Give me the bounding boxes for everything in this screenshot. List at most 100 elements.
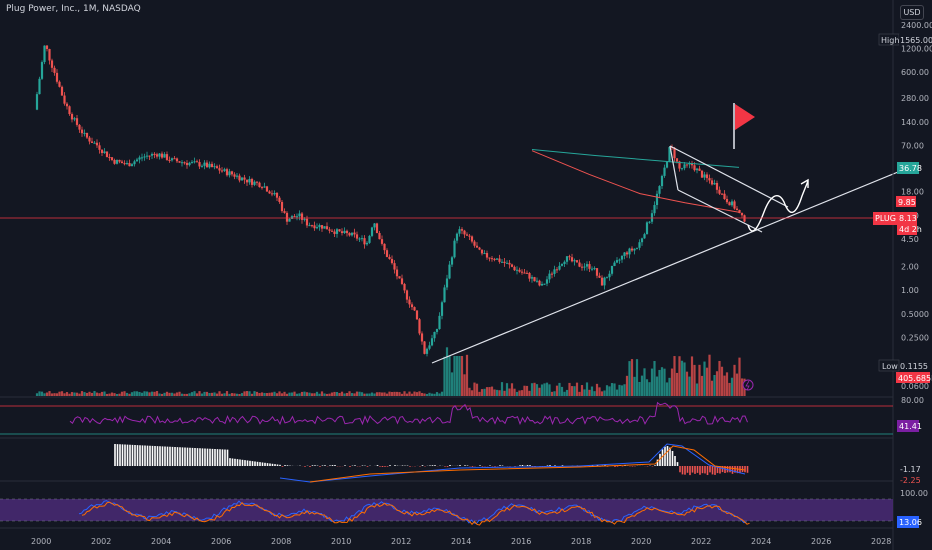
projection-arrow-path[interactable] <box>747 180 809 232</box>
volume-bar <box>675 372 679 396</box>
macd-hist-bar <box>689 466 691 476</box>
volume-bar <box>383 392 386 396</box>
candle-body <box>290 216 294 219</box>
volume-bar <box>343 393 346 396</box>
candle-body <box>410 304 414 308</box>
candle-body <box>43 45 46 63</box>
volume-bar <box>288 392 291 396</box>
volume-bar <box>630 359 634 396</box>
candle-body <box>420 333 424 342</box>
candle-body <box>568 256 571 258</box>
volume-bar <box>645 379 649 396</box>
macd-hist-bar <box>561 465 564 466</box>
time-tick-label: 2028 <box>871 537 891 546</box>
channel-bottom-line[interactable] <box>677 189 763 233</box>
candle-body <box>530 277 534 279</box>
volume-bar <box>255 391 259 396</box>
candle-body <box>123 163 126 165</box>
volume-bar <box>215 393 219 396</box>
macd-hist-bar <box>181 447 184 466</box>
candle-body <box>618 259 621 261</box>
trendline-support[interactable] <box>431 171 899 364</box>
lightning-icon[interactable] <box>742 379 754 391</box>
candle-body <box>723 193 726 200</box>
volume-bar <box>123 391 126 396</box>
sub-value: 9.85 <box>898 198 916 207</box>
flag-icon[interactable] <box>735 104 755 130</box>
macd-hist-bar <box>481 466 484 467</box>
candle-body <box>288 218 291 222</box>
macd-signal-line <box>309 445 746 483</box>
macd-panel[interactable] <box>114 443 749 483</box>
candle-body <box>590 268 594 270</box>
candle-body <box>213 166 216 168</box>
candle-body <box>698 168 701 171</box>
macd-hist-bar <box>166 446 169 466</box>
candle-body <box>275 192 279 198</box>
volume-bar <box>115 393 119 396</box>
volume-bar <box>148 392 151 396</box>
macd-hist-bar <box>284 465 286 466</box>
volume-bar <box>213 392 216 396</box>
volume-bar <box>730 377 734 396</box>
volume-bar <box>273 391 276 396</box>
macd-hist-bar <box>614 466 616 467</box>
volume-bar <box>525 385 529 396</box>
macd-hist-bar <box>549 465 551 466</box>
currency-button[interactable]: USD <box>900 5 924 20</box>
macd-hist-bar <box>254 461 256 466</box>
volume-bar <box>315 391 319 396</box>
candle-body <box>75 118 79 125</box>
volume-bar <box>428 392 431 396</box>
time-axis[interactable]: 2000 2002 2004 2006 2008 2010 2012 2014 2016 2018… <box>31 537 891 546</box>
drawing-tools[interactable] <box>0 103 899 364</box>
low-value: 0.1155 <box>900 362 928 371</box>
volume-bar <box>113 393 116 396</box>
candle-body <box>583 266 586 268</box>
macd-hist-bar <box>179 447 181 466</box>
volume-value-tag <box>896 372 930 383</box>
countdown: 4d 2h <box>899 225 922 234</box>
volume-bar <box>448 355 451 396</box>
rsi-value: 41.41 <box>899 422 922 431</box>
volume-bar <box>545 382 549 396</box>
candle-body <box>210 163 214 168</box>
volume-bar <box>565 389 569 396</box>
candle-body <box>273 192 276 195</box>
channel-left-edge[interactable] <box>669 145 679 191</box>
macd-hist-bar <box>276 464 279 466</box>
volume-bar <box>628 361 631 396</box>
price-tick-label: 1.00 <box>901 286 919 295</box>
candle-body <box>483 253 486 255</box>
candle-body <box>45 45 49 50</box>
sub-value-tag <box>896 196 916 207</box>
candle-body <box>35 94 39 110</box>
candle-body <box>648 221 651 223</box>
volume-bar <box>118 393 121 396</box>
volume-bar <box>245 391 249 396</box>
candle-body <box>230 171 234 175</box>
macd-hist-bar <box>136 445 139 466</box>
candle-body <box>373 223 376 228</box>
channel-top-line[interactable] <box>669 145 789 208</box>
low-label-tag <box>878 359 900 372</box>
volume-bar <box>588 389 591 396</box>
volume-bar <box>198 391 201 396</box>
volume-bar <box>400 393 404 396</box>
candle-body <box>73 118 76 120</box>
price-tick-label: 600.00 <box>901 68 929 77</box>
rsi-panel[interactable] <box>0 401 893 435</box>
candle-body <box>340 231 344 234</box>
macd-hist-bar <box>449 465 451 466</box>
stoch-panel[interactable] <box>0 498 893 526</box>
volume-bar <box>258 393 261 396</box>
volume-bar <box>405 393 409 396</box>
candle-body <box>238 175 241 181</box>
volume-bar <box>228 393 231 396</box>
candle-body <box>493 258 496 260</box>
rsi-value-tag <box>897 420 919 432</box>
volume-bar <box>325 393 329 396</box>
macd-hist-bar <box>249 460 251 466</box>
macd-hist-bar <box>434 465 436 466</box>
